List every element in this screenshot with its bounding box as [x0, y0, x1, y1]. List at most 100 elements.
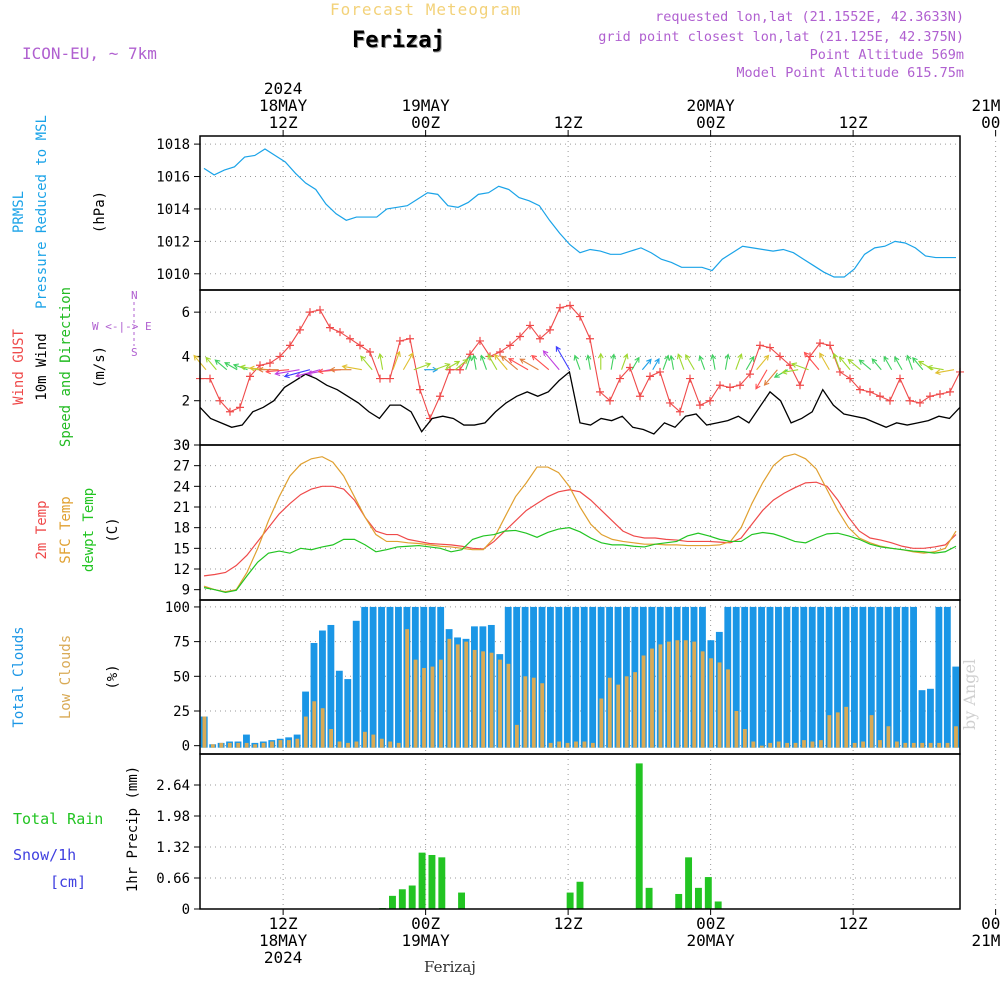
low-cloud-bar	[413, 659, 418, 748]
wind-direction-arrow	[487, 353, 498, 370]
temperature-tick-label: 30	[173, 438, 190, 454]
wind-direction-arrow	[803, 351, 820, 371]
precip-bar	[428, 854, 436, 909]
temp-units: (C)	[105, 517, 121, 542]
precip-bar	[408, 885, 416, 909]
wind-gust-point	[376, 374, 384, 383]
wind-tick-label: 4	[182, 349, 190, 365]
total-cloud-bar	[749, 606, 757, 748]
wind-gust-point	[266, 359, 274, 368]
wind-direction-arrow	[906, 354, 913, 370]
low-cloud-bar	[802, 740, 806, 748]
low-cloud-bar	[894, 741, 899, 748]
precip-bar	[704, 877, 712, 909]
total-cloud-bar	[758, 606, 765, 748]
temperature-tick-label: 9	[182, 583, 190, 599]
low-cloud-bar	[928, 742, 933, 748]
total-cloud-bar	[867, 606, 875, 748]
wind-gust-point	[486, 352, 494, 361]
wind-direction-arrow	[641, 358, 652, 371]
total-cloud-bar	[910, 606, 917, 748]
wind-gust-point	[796, 381, 804, 390]
low-cloud-bar	[303, 716, 308, 748]
total-cloud-bar	[800, 606, 808, 748]
wind-direction-arrow	[274, 369, 300, 377]
precip-bar	[645, 887, 653, 909]
precip-bar	[438, 857, 446, 909]
wind-gust-point	[476, 336, 484, 345]
low-cloud-bar	[911, 742, 916, 748]
low-cloud-bar	[565, 742, 570, 748]
low-cloud-bar	[844, 706, 849, 748]
wind-gust-point	[216, 396, 224, 405]
low-cloud-bar	[540, 683, 545, 748]
total-cloud-bar	[369, 606, 377, 748]
wind-gust-point	[226, 407, 234, 416]
low-cloud-bar	[759, 745, 764, 748]
low-cloud-bar	[236, 742, 241, 748]
total-cloud-bar	[808, 606, 816, 748]
low-cloud-bar	[869, 715, 874, 748]
total-cloud-bar	[614, 606, 622, 748]
total-cloud-bar	[952, 666, 960, 748]
low-cloud-bar	[481, 651, 485, 748]
precip-bar	[576, 881, 584, 909]
total-cloud-bar	[884, 606, 892, 748]
wind-direction-arrow	[838, 356, 851, 371]
low-cloud-bar	[818, 740, 823, 748]
wind-gust-point	[546, 325, 554, 334]
wind-gust-point	[886, 396, 894, 405]
precip-label-rain: Total Rain	[13, 810, 103, 828]
total-cloud-bar	[927, 688, 934, 748]
wind-gust-point	[436, 392, 444, 401]
wind-gust-point	[256, 361, 264, 370]
wind-direction-arrow	[934, 369, 955, 376]
low-cloud-bar	[692, 641, 697, 748]
wind-direction-arrow	[494, 353, 508, 371]
total-cloud-bar	[319, 630, 326, 748]
total-cloud-bar	[386, 606, 394, 748]
wind-direction-arrow	[465, 355, 472, 370]
wind-gust-point	[666, 398, 674, 407]
wind-direction-arrow	[917, 360, 934, 371]
top-time-label: 19MAY	[402, 96, 451, 115]
wind-gust-point	[776, 352, 784, 361]
wind-tick-label: 6	[182, 305, 190, 321]
low-cloud-bar	[312, 701, 317, 748]
wind-direction-arrow	[858, 359, 872, 371]
low-cloud-bar	[683, 640, 688, 748]
wind-gust-point	[506, 341, 514, 350]
station-name: Ferizaj	[352, 28, 445, 53]
wind-gust-point	[396, 336, 404, 345]
wind-direction-arrow	[652, 357, 660, 370]
total-cloud-bar	[563, 606, 571, 748]
wind-gust-point	[716, 381, 724, 390]
low-cloud-bar	[270, 741, 274, 748]
wind-direction-arrow	[224, 362, 238, 371]
low-cloud-bar	[261, 742, 266, 748]
total-cloud-bar	[791, 606, 799, 748]
total-cloud-bar	[935, 606, 943, 748]
wind-direction-arrow	[676, 353, 685, 370]
precip-tick-label: 1.32	[156, 840, 190, 856]
total-cloud-bar	[741, 606, 749, 748]
wind-direction-arrow	[763, 369, 778, 386]
compass-south: S	[131, 346, 138, 359]
top-time-label: 20MAY	[687, 96, 736, 115]
total-cloud-bar	[825, 606, 833, 748]
clouds-tick-label: 75	[173, 635, 190, 651]
low-cloud-bar	[616, 684, 621, 748]
low-cloud-bar	[455, 644, 460, 748]
bottom-time-label: 20MAY	[687, 931, 736, 950]
wind-gust-point	[516, 332, 524, 341]
precip-bar	[714, 901, 722, 909]
top-time-label: 21MAY	[972, 96, 1000, 115]
wind-direction-arrow	[710, 353, 717, 370]
wind-gust-point	[766, 343, 774, 352]
wind-gust-point	[846, 374, 854, 383]
wind-gust-point	[756, 341, 764, 350]
wind-direction-arrow	[444, 360, 461, 371]
bottom-time-label: 2024	[264, 948, 303, 967]
low-cloud-bar	[506, 663, 511, 748]
precip-tick-label: 0.66	[156, 871, 190, 887]
